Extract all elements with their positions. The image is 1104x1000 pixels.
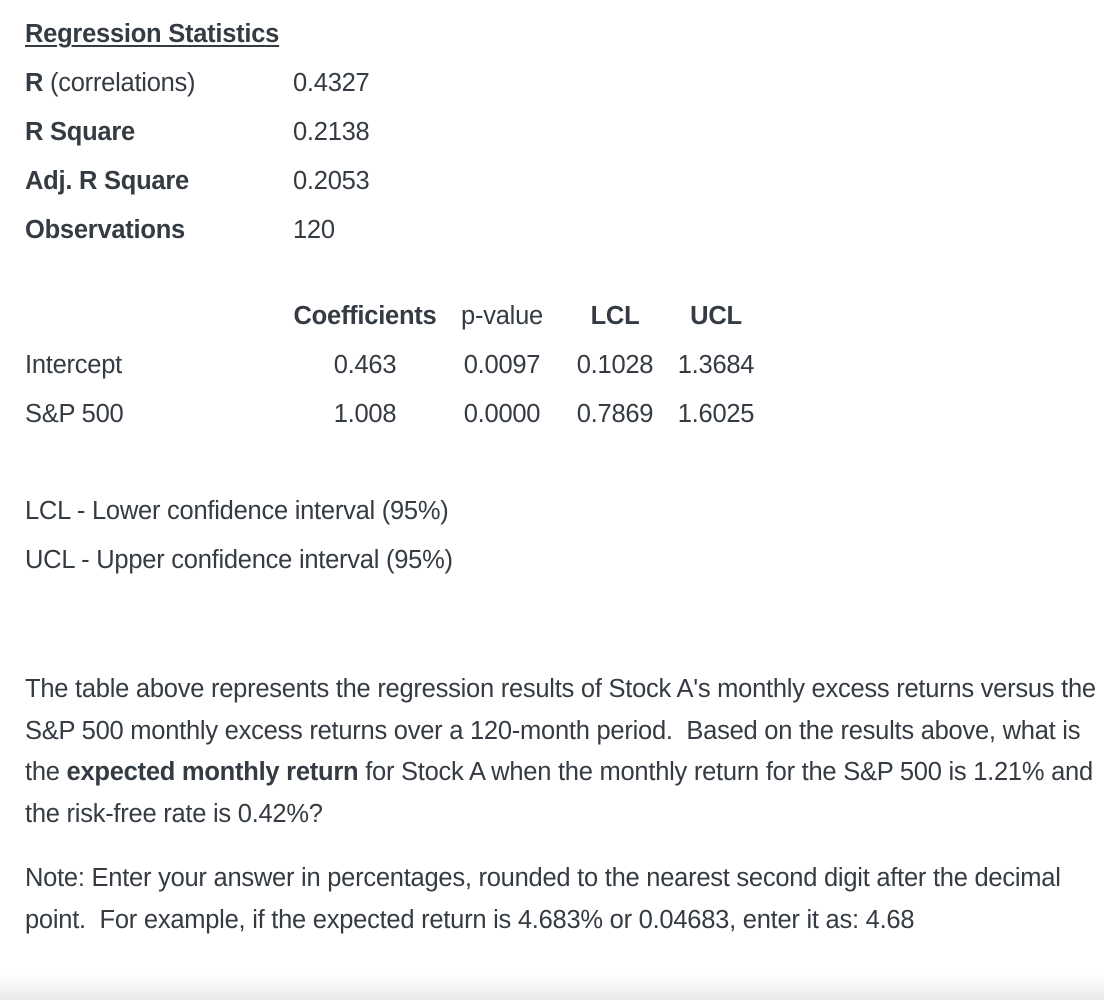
- legend-ucl: UCL - Upper confidence interval (95%): [25, 546, 453, 574]
- cell-lcl: 0.1028: [576, 351, 654, 379]
- cell-coefficient: 1.008: [333, 400, 397, 428]
- cell-ucl: 1.6025: [677, 400, 755, 428]
- stat-value: 0.2053: [293, 167, 370, 195]
- column-header-ucl: UCL: [690, 302, 742, 330]
- stat-value: 120: [293, 216, 335, 244]
- table-row: R (correlations) 0.4327: [25, 59, 613, 108]
- corner-cell: [25, 292, 290, 341]
- stat-label-bold: R: [25, 69, 44, 97]
- cell-ucl: 1.3684: [677, 351, 755, 379]
- bottom-fade-gradient: [0, 974, 1104, 1000]
- legend: LCL - Lower confidence interval (95%) UC…: [25, 487, 1100, 585]
- row-label-sp500: S&P 500: [25, 400, 124, 428]
- regression-stats-table: R (correlations) 0.4327 R Square 0.2138 …: [25, 59, 613, 255]
- column-header-lcl: LCL: [590, 302, 640, 330]
- row-label-intercept: Intercept: [25, 351, 122, 379]
- stat-value: 0.4327: [293, 69, 370, 97]
- question-text: The table above represents the regressio…: [25, 669, 1097, 835]
- stat-value: 0.2138: [293, 118, 370, 146]
- stat-label-bold: R Square: [25, 118, 135, 146]
- table-row: Observations 120: [25, 206, 613, 255]
- stats-title: Regression Statistics: [25, 20, 280, 48]
- stat-label: Observations: [25, 206, 293, 255]
- question-part2: for Stock A when the monthly return for …: [25, 758, 1100, 828]
- table-header-row: Coefficients p-value LCL UCL: [25, 292, 766, 341]
- legend-lcl: LCL - Lower confidence interval (95%): [25, 497, 449, 525]
- column-header-coefficients: Coefficients: [293, 302, 437, 330]
- stat-label: R Square: [25, 108, 293, 157]
- column-header-p-value: p-value: [461, 302, 543, 330]
- cell-p-value: 0.0000: [463, 400, 541, 428]
- stat-label: R (correlations): [25, 59, 293, 108]
- question-part1: The table above represents the regressio…: [25, 675, 1103, 786]
- stat-label: Adj. R Square: [25, 157, 293, 206]
- table-row: R Square 0.2138: [25, 108, 613, 157]
- coefficients-table: Coefficients p-value LCL UCL Intercept 0…: [25, 292, 766, 439]
- table-row: Intercept 0.463 0.0097 0.1028 1.3684: [25, 341, 766, 390]
- stat-label-bold: Adj. R Square: [25, 167, 189, 195]
- cell-lcl: 0.7869: [576, 400, 654, 428]
- cell-p-value: 0.0097: [463, 351, 541, 379]
- table-row: Adj. R Square 0.2053: [25, 157, 613, 206]
- question-bold-phrase: expected monthly return: [66, 758, 359, 786]
- table-row: S&P 500 1.008 0.0000 0.7869 1.6025: [25, 390, 766, 439]
- stat-label-rest: (correlations): [43, 69, 196, 97]
- note-text: Note: Enter your answer in percentages, …: [25, 864, 1068, 934]
- cell-coefficient: 0.463: [333, 351, 397, 379]
- stat-label-bold: Observations: [25, 216, 185, 244]
